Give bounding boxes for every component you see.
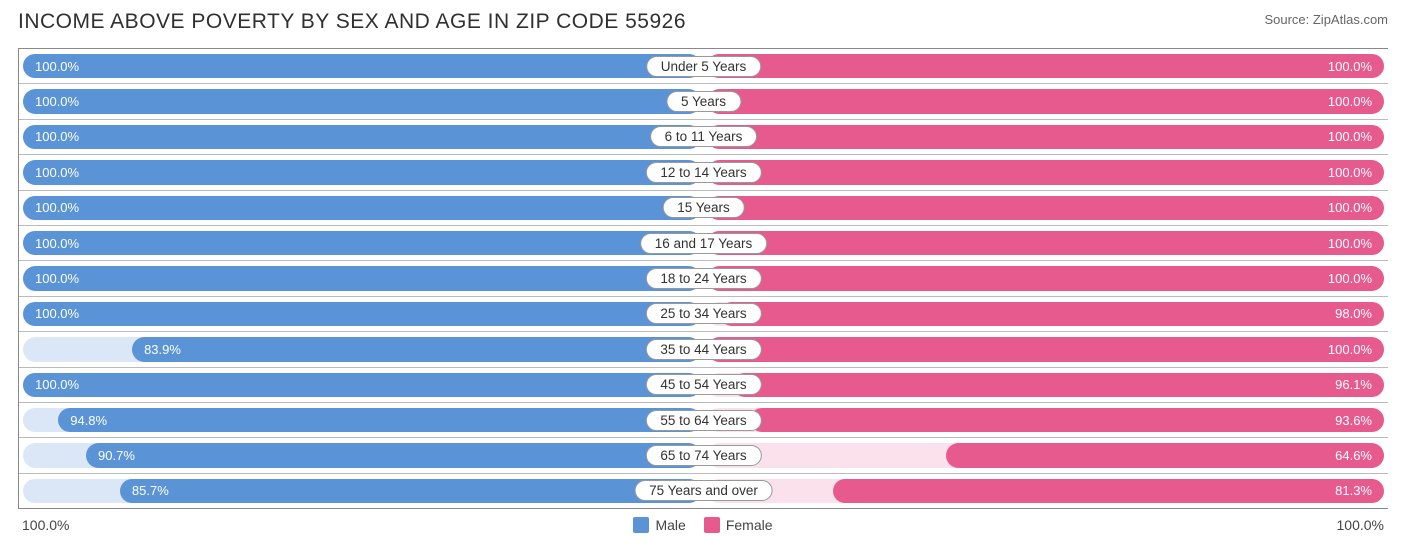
category-label: 15 Years	[662, 197, 745, 218]
bar-track-female: 100.0%	[707, 54, 1385, 78]
category-label: 18 to 24 Years	[645, 268, 761, 289]
chart-plot-area: 100.0%100.0%Under 5 Years100.0%100.0%5 Y…	[18, 48, 1388, 509]
bar-track-male: 100.0%	[23, 373, 701, 397]
bar-female: 100.0%	[707, 196, 1385, 220]
chart-row: 100.0%100.0%18 to 24 Years	[19, 260, 1388, 295]
bar-male: 100.0%	[23, 125, 701, 149]
category-label: 45 to 54 Years	[645, 374, 761, 395]
category-label: 16 and 17 Years	[640, 233, 768, 254]
bar-male: 90.7%	[86, 443, 700, 467]
chart-row: 83.9% 100.0%35 to 44 Years	[19, 331, 1388, 366]
legend-swatch-male	[633, 517, 649, 533]
bar-female: 96.1%	[733, 373, 1384, 397]
bar-track-female: 100.0%	[707, 160, 1385, 184]
legend-item-male: Male	[633, 517, 685, 533]
bar-track-male: 100.0%	[23, 266, 701, 290]
bar-track-male: 100.0%	[23, 196, 701, 220]
category-label: 12 to 14 Years	[645, 162, 761, 183]
bar-track-female: 98.0%	[707, 302, 1385, 326]
chart-row: 100.0% 96.1%45 to 54 Years	[19, 367, 1388, 402]
legend-label-female: Female	[726, 517, 773, 533]
chart-footer: 100.0% Male Female 100.0%	[18, 509, 1388, 533]
chart-row: 100.0%100.0%6 to 11 Years	[19, 119, 1388, 154]
bar-female: 81.3%	[833, 479, 1384, 503]
bar-female: 100.0%	[707, 89, 1385, 113]
chart-row: 94.8% 93.6%55 to 64 Years	[19, 402, 1388, 437]
bar-male: 100.0%	[23, 231, 701, 255]
bar-male: 100.0%	[23, 373, 701, 397]
category-label: 75 Years and over	[634, 480, 773, 501]
axis-label-right: 100.0%	[1337, 517, 1384, 533]
chart-title: INCOME ABOVE POVERTY BY SEX AND AGE IN Z…	[18, 10, 686, 34]
bar-male: 100.0%	[23, 302, 701, 326]
bar-male: 100.0%	[23, 266, 701, 290]
bar-female: 100.0%	[707, 337, 1385, 361]
chart-source: Source: ZipAtlas.com	[1264, 10, 1388, 27]
bar-female: 100.0%	[707, 160, 1385, 184]
bar-male: 100.0%	[23, 54, 701, 78]
chart-row: 100.0%100.0%12 to 14 Years	[19, 154, 1388, 189]
bar-male: 94.8%	[58, 408, 700, 432]
bar-track-female: 100.0%	[707, 266, 1385, 290]
chart-row: 100.0%100.0%16 and 17 Years	[19, 225, 1388, 260]
chart-row: 85.7% 81.3% 75 Years and over	[19, 473, 1388, 508]
category-label: 35 to 44 Years	[645, 339, 761, 360]
bar-female: 98.0%	[720, 302, 1384, 326]
bar-track-male: 100.0%	[23, 302, 701, 326]
category-label: 25 to 34 Years	[645, 303, 761, 324]
bar-track-female: 100.0%	[707, 196, 1385, 220]
chart-row: 100.0%100.0%15 Years	[19, 190, 1388, 225]
bar-track-male: 100.0%	[23, 160, 701, 184]
bar-male: 100.0%	[23, 89, 701, 113]
bar-track-male: 83.9%	[23, 337, 701, 361]
chart-header: INCOME ABOVE POVERTY BY SEX AND AGE IN Z…	[18, 10, 1388, 34]
bar-track-female: 100.0%	[707, 89, 1385, 113]
legend-label-male: Male	[655, 517, 685, 533]
bar-male: 100.0%	[23, 196, 701, 220]
bar-track-male: 94.8%	[23, 408, 701, 432]
category-label: 5 Years	[666, 91, 741, 112]
bar-track-female: 96.1%	[707, 373, 1385, 397]
bar-female: 100.0%	[707, 54, 1385, 78]
bar-track-female: 100.0%	[707, 337, 1385, 361]
bar-track-female: 93.6%	[707, 408, 1385, 432]
bar-female: 64.6%	[946, 443, 1384, 467]
bar-male: 100.0%	[23, 160, 701, 184]
bar-female: 100.0%	[707, 231, 1385, 255]
bar-track-female: 64.6%	[707, 443, 1385, 467]
chart-row: 100.0% 98.0%25 to 34 Years	[19, 296, 1388, 331]
category-label: 55 to 64 Years	[645, 410, 761, 431]
axis-label-left: 100.0%	[22, 517, 69, 533]
bar-track-female: 100.0%	[707, 125, 1385, 149]
chart-row: 100.0%100.0%Under 5 Years	[19, 48, 1388, 83]
bar-track-male: 100.0%	[23, 54, 701, 78]
chart-legend: Male Female	[633, 517, 772, 533]
bar-track-male: 100.0%	[23, 125, 701, 149]
bar-track-male: 100.0%	[23, 231, 701, 255]
bar-track-female: 100.0%	[707, 231, 1385, 255]
bar-female: 100.0%	[707, 125, 1385, 149]
bar-male: 85.7%	[120, 479, 701, 503]
category-label: 6 to 11 Years	[650, 126, 758, 147]
legend-swatch-female	[704, 517, 720, 533]
chart-row: 100.0%100.0%5 Years	[19, 83, 1388, 118]
bar-female: 93.6%	[750, 408, 1384, 432]
category-label: Under 5 Years	[646, 56, 762, 77]
bar-track-female: 81.3%	[707, 479, 1385, 503]
bar-track-male: 85.7%	[23, 479, 701, 503]
legend-item-female: Female	[704, 517, 773, 533]
chart-row: 90.7% 64.6% 65 to 74 Years	[19, 437, 1388, 472]
category-label: 65 to 74 Years	[645, 445, 761, 466]
bar-track-male: 90.7%	[23, 443, 701, 467]
bar-track-male: 100.0%	[23, 89, 701, 113]
bar-female: 100.0%	[707, 266, 1385, 290]
bar-male: 83.9%	[132, 337, 700, 361]
